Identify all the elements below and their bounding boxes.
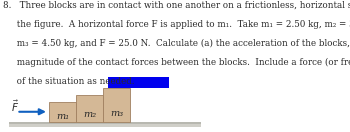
Text: m₃ = 4.50 kg, and F = 25.0 N.  Calculate (a) the acceleration of the blocks, and: m₃ = 4.50 kg, and F = 25.0 N. Calculate …: [3, 39, 350, 48]
Text: magnitude of the contact forces between the blocks.  Include a force (or free bo: magnitude of the contact forces between …: [3, 58, 350, 67]
Text: $\vec{F}$: $\vec{F}$: [10, 98, 19, 114]
Bar: [9, 122, 201, 127]
Bar: [103, 88, 130, 122]
Bar: [9, 122, 201, 124]
Text: of the situation as needed.: of the situation as needed.: [3, 77, 134, 86]
Bar: [49, 102, 76, 122]
Text: m₂: m₂: [83, 110, 96, 119]
Text: 8.   Three blocks are in contact with one another on a frictionless, horizontal : 8. Three blocks are in contact with one …: [3, 1, 350, 10]
Text: the figure.  A horizontal force F is applied to m₁.  Take m₁ = 2.50 kg, m₂ = 3.5: the figure. A horizontal force F is appl…: [3, 20, 350, 29]
Text: m₁: m₁: [56, 112, 69, 121]
Text: m₃: m₃: [110, 109, 123, 118]
Bar: [108, 77, 169, 88]
Bar: [76, 95, 103, 122]
